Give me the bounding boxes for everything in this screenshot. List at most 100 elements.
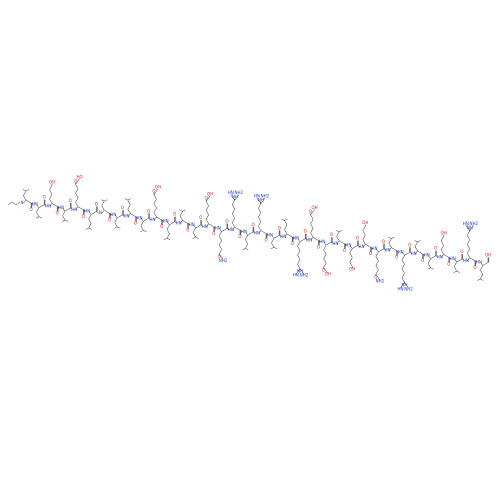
- bond: [242, 248, 246, 251]
- bond: [101, 201, 105, 206]
- atom-label: O: [147, 208, 150, 213]
- bond: [192, 236, 196, 239]
- bond: [456, 258, 463, 263]
- bond: [428, 255, 431, 259]
- bond: [480, 262, 484, 266]
- bond: [323, 258, 327, 264]
- bond: [414, 240, 418, 243]
- atom-label: O: [186, 227, 189, 232]
- bond: [182, 220, 188, 224]
- bond: [64, 219, 69, 222]
- bond: [271, 238, 275, 243]
- bond: [323, 267, 328, 274]
- atom-label: O: [322, 268, 325, 273]
- bond: [122, 214, 126, 217]
- bond: [206, 223, 209, 227]
- bond: [114, 214, 118, 219]
- bond: [219, 228, 222, 232]
- bond: [414, 246, 418, 252]
- bond: [22, 189, 26, 192]
- bond: [49, 198, 53, 204]
- bond: [153, 194, 157, 200]
- atom-label: O: [278, 225, 281, 230]
- bond: [409, 252, 413, 255]
- bond: [166, 221, 170, 225]
- bond: [310, 228, 314, 234]
- atom-label: HN: [372, 246, 378, 251]
- bond: [362, 235, 366, 240]
- atom-label: NH2: [376, 278, 385, 283]
- bond: [336, 236, 340, 241]
- bond: [205, 205, 209, 211]
- atom-label: OH: [485, 253, 491, 258]
- bond: [258, 207, 262, 213]
- bond: [375, 260, 379, 266]
- atom-label: HN: [411, 251, 417, 256]
- atom-label: OH: [441, 230, 447, 235]
- bond: [179, 211, 183, 217]
- atom-label: OH: [325, 272, 331, 277]
- atom-label: NH: [232, 194, 238, 199]
- bond: [36, 207, 40, 213]
- bond: [130, 213, 136, 217]
- bond: [114, 222, 118, 228]
- bond: [336, 231, 340, 237]
- atom-label: O: [238, 234, 241, 239]
- bond: [219, 253, 224, 260]
- atom-label: HN: [32, 202, 38, 207]
- atom-label: HN: [163, 219, 169, 224]
- bond: [365, 243, 371, 248]
- bond: [305, 238, 308, 241]
- atom-label: OH: [207, 191, 213, 196]
- bond: [474, 260, 478, 263]
- bond: [239, 229, 243, 233]
- bond: [75, 184, 79, 189]
- atom-label: O: [152, 189, 155, 194]
- bond: [218, 244, 222, 250]
- atom-label: HN: [398, 249, 404, 254]
- bond: [205, 219, 209, 224]
- bond: [127, 213, 131, 217]
- bond: [30, 202, 34, 205]
- bond: [166, 224, 170, 230]
- bond: [284, 224, 288, 230]
- bond: [427, 267, 431, 270]
- bond: [49, 189, 53, 195]
- bond: [349, 248, 353, 254]
- bond: [258, 203, 262, 209]
- bond: [297, 259, 301, 265]
- bond: [310, 209, 315, 216]
- atom-label: HN: [293, 236, 299, 241]
- bond: [153, 207, 157, 213]
- bond: [101, 205, 105, 211]
- bond: [480, 278, 484, 281]
- bond: [88, 214, 92, 220]
- bond: [218, 240, 222, 246]
- bond: [453, 261, 457, 267]
- bond: [49, 203, 53, 207]
- bond: [179, 209, 183, 212]
- bond: [143, 218, 149, 222]
- atom-label: HN: [189, 222, 195, 227]
- bond: [349, 261, 353, 267]
- atom-label: HN: [58, 205, 64, 210]
- atom-label: O: [199, 215, 202, 220]
- bond: [258, 230, 262, 234]
- atom-label: O: [134, 221, 137, 226]
- bond: [36, 212, 40, 217]
- bond: [297, 255, 301, 260]
- bond: [310, 219, 314, 225]
- atom-label: O: [304, 229, 307, 234]
- bond: [477, 278, 481, 281]
- bond: [25, 199, 32, 204]
- atom-label: O: [374, 274, 377, 279]
- bond: [96, 211, 99, 214]
- bond: [153, 203, 157, 209]
- bond: [88, 218, 92, 224]
- bond: [323, 253, 327, 259]
- atom-label: HN: [306, 237, 312, 242]
- bond: [318, 240, 321, 243]
- bond: [401, 268, 405, 274]
- bond: [192, 232, 196, 238]
- bond: [232, 204, 235, 210]
